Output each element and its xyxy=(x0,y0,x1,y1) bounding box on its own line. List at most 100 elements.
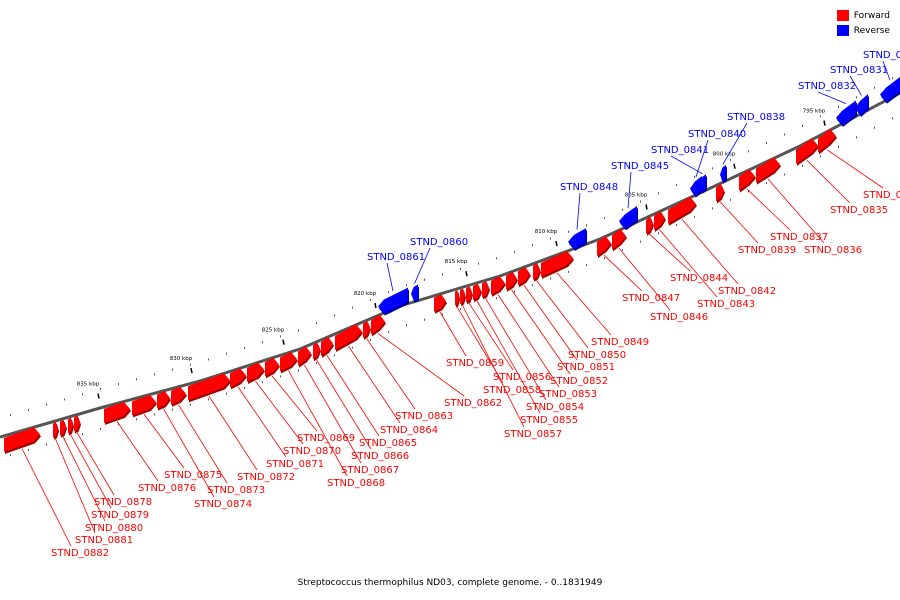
gene-label[interactable]: STND_0844 xyxy=(670,273,728,284)
gene-arrow[interactable] xyxy=(568,228,586,249)
gene-label[interactable]: STND_0875 xyxy=(164,470,222,481)
gene-arrow[interactable] xyxy=(836,100,856,125)
gene-arrow[interactable] xyxy=(646,216,653,234)
gene-label[interactable]: STND_0843 xyxy=(697,299,755,310)
gene-label[interactable]: STND_0864 xyxy=(380,425,438,436)
gene-label[interactable]: STND_0880 xyxy=(85,523,143,534)
gene-arrow[interactable] xyxy=(880,77,900,102)
gene-arrow[interactable] xyxy=(171,386,186,405)
gene-arrow[interactable] xyxy=(434,294,446,312)
gene-label[interactable]: STND_0879 xyxy=(91,510,149,521)
gene-label[interactable]: STND_0872 xyxy=(237,472,295,483)
gene-label[interactable]: STND_0861 xyxy=(367,252,425,263)
gene-arrow[interactable] xyxy=(818,128,836,153)
gene-label[interactable]: STND_0876 xyxy=(138,483,196,494)
gene-arrow[interactable] xyxy=(363,320,370,338)
gene-arrow[interactable] xyxy=(53,422,58,438)
gene-label[interactable]: STND_0882 xyxy=(51,548,109,559)
gene-arrow[interactable] xyxy=(132,394,156,416)
gene-label[interactable]: STND_0858 xyxy=(483,385,541,396)
gene-arrow[interactable] xyxy=(335,324,362,350)
gene-arrow[interactable] xyxy=(612,229,626,250)
gene-arrow[interactable] xyxy=(313,342,320,360)
gene-arrow[interactable] xyxy=(668,196,696,224)
gene-arrow[interactable] xyxy=(104,401,130,423)
gene-arrow[interactable] xyxy=(466,286,472,303)
gene-label[interactable]: STND_0867 xyxy=(341,465,399,476)
gene-label[interactable]: STND_0868 xyxy=(327,478,385,489)
gene-arrow[interactable] xyxy=(230,368,246,388)
gene-label[interactable]: STND_0847 xyxy=(622,293,680,304)
gene-label[interactable]: STND_0839 xyxy=(738,245,796,256)
gene-label[interactable]: STND_0874 xyxy=(194,499,252,510)
gene-label[interactable]: STND_0837 xyxy=(770,232,828,243)
gene-label[interactable]: STND_0862 xyxy=(444,398,502,409)
gene-arrow[interactable] xyxy=(411,284,418,301)
gene-label[interactable]: STND_0836 xyxy=(804,245,862,256)
gene-arrow[interactable] xyxy=(720,164,726,182)
gene-label[interactable]: STND_0878 xyxy=(94,497,152,508)
gene-arrow[interactable] xyxy=(739,169,755,191)
gene-arrow[interactable] xyxy=(188,373,230,401)
gene-arrow[interactable] xyxy=(597,235,611,257)
gene-arrow[interactable] xyxy=(157,391,170,409)
gene-label[interactable]: STND_0865 xyxy=(359,438,417,449)
gene-arrow[interactable] xyxy=(280,351,297,372)
gene-arrow[interactable] xyxy=(756,157,780,183)
gene-arrow[interactable] xyxy=(371,314,385,335)
gene-arrow[interactable] xyxy=(690,176,702,196)
gene-arrow[interactable] xyxy=(491,276,505,295)
gene-arrow[interactable] xyxy=(796,138,818,164)
gene-arrow[interactable] xyxy=(4,427,40,452)
gene-arrow[interactable] xyxy=(460,288,465,305)
gene-arrow[interactable] xyxy=(541,250,573,277)
gene-arrow[interactable] xyxy=(265,357,279,377)
gene-arrow[interactable] xyxy=(518,266,530,286)
gene-label[interactable]: STND_0846 xyxy=(650,312,708,323)
gene-arrow[interactable] xyxy=(506,271,517,290)
gene-label[interactable]: STND_0854 xyxy=(526,402,584,413)
gene-label[interactable]: STND_0863 xyxy=(395,411,453,422)
gene-arrow[interactable] xyxy=(247,362,264,382)
gene-label[interactable]: STND_0851 xyxy=(557,362,615,373)
gene-label[interactable]: STND_0852 xyxy=(550,376,608,387)
gene-label[interactable]: STND_0873 xyxy=(207,485,265,496)
gene-arrow[interactable] xyxy=(533,263,540,280)
gene-label[interactable]: STND_0860 xyxy=(410,237,468,248)
gene-label[interactable]: STND_0841 xyxy=(651,145,709,156)
gene-arrow[interactable] xyxy=(74,415,80,432)
gene-label[interactable]: STND_0835 xyxy=(830,205,888,216)
gene-label[interactable]: STND_0870 xyxy=(283,446,341,457)
gene-arrow[interactable] xyxy=(60,419,66,436)
gene-arrow[interactable] xyxy=(321,336,333,356)
gene-label[interactable]: STND_0871 xyxy=(266,459,324,470)
gene-arrow[interactable] xyxy=(855,93,868,115)
gene-label[interactable]: STND_0850 xyxy=(568,350,626,361)
gene-arrow[interactable] xyxy=(654,211,665,231)
gene-label[interactable]: STND_0857 xyxy=(504,429,562,440)
gene-label[interactable]: STND_0881 xyxy=(75,535,133,546)
gene-label[interactable]: STND_0853 xyxy=(539,389,597,400)
gene-arrow[interactable] xyxy=(473,283,481,301)
gene-label[interactable]: STND_0856 xyxy=(493,372,551,383)
gene-label[interactable]: STND_0834 xyxy=(863,190,900,201)
gene-label[interactable]: STND_0855 xyxy=(520,415,578,426)
gene-label[interactable]: STND_0866 xyxy=(351,451,409,462)
gene-arrow[interactable] xyxy=(378,287,408,314)
gene-label[interactable]: STND_0831 xyxy=(830,65,888,76)
gene-arrow[interactable] xyxy=(455,290,459,306)
gene-label[interactable]: STND_0849 xyxy=(591,337,649,348)
gene-label[interactable]: STND_0838 xyxy=(727,112,785,123)
gene-label[interactable]: STND_0832 xyxy=(798,81,856,92)
gene-arrow[interactable] xyxy=(699,174,706,192)
gene-arrow[interactable] xyxy=(619,205,637,229)
gene-label[interactable]: STND_0842 xyxy=(718,286,776,297)
gene-label[interactable]: STND_0840 xyxy=(688,129,746,140)
gene-arrow[interactable] xyxy=(68,417,73,434)
gene-arrow[interactable] xyxy=(482,281,489,298)
gene-label[interactable]: STND_0859 xyxy=(446,358,504,369)
gene-label[interactable]: STND_0830 xyxy=(863,50,900,61)
gene-label[interactable]: STND_0845 xyxy=(611,161,669,172)
gene-label[interactable]: STND_0869 xyxy=(297,433,355,444)
gene-arrow[interactable] xyxy=(298,346,311,366)
